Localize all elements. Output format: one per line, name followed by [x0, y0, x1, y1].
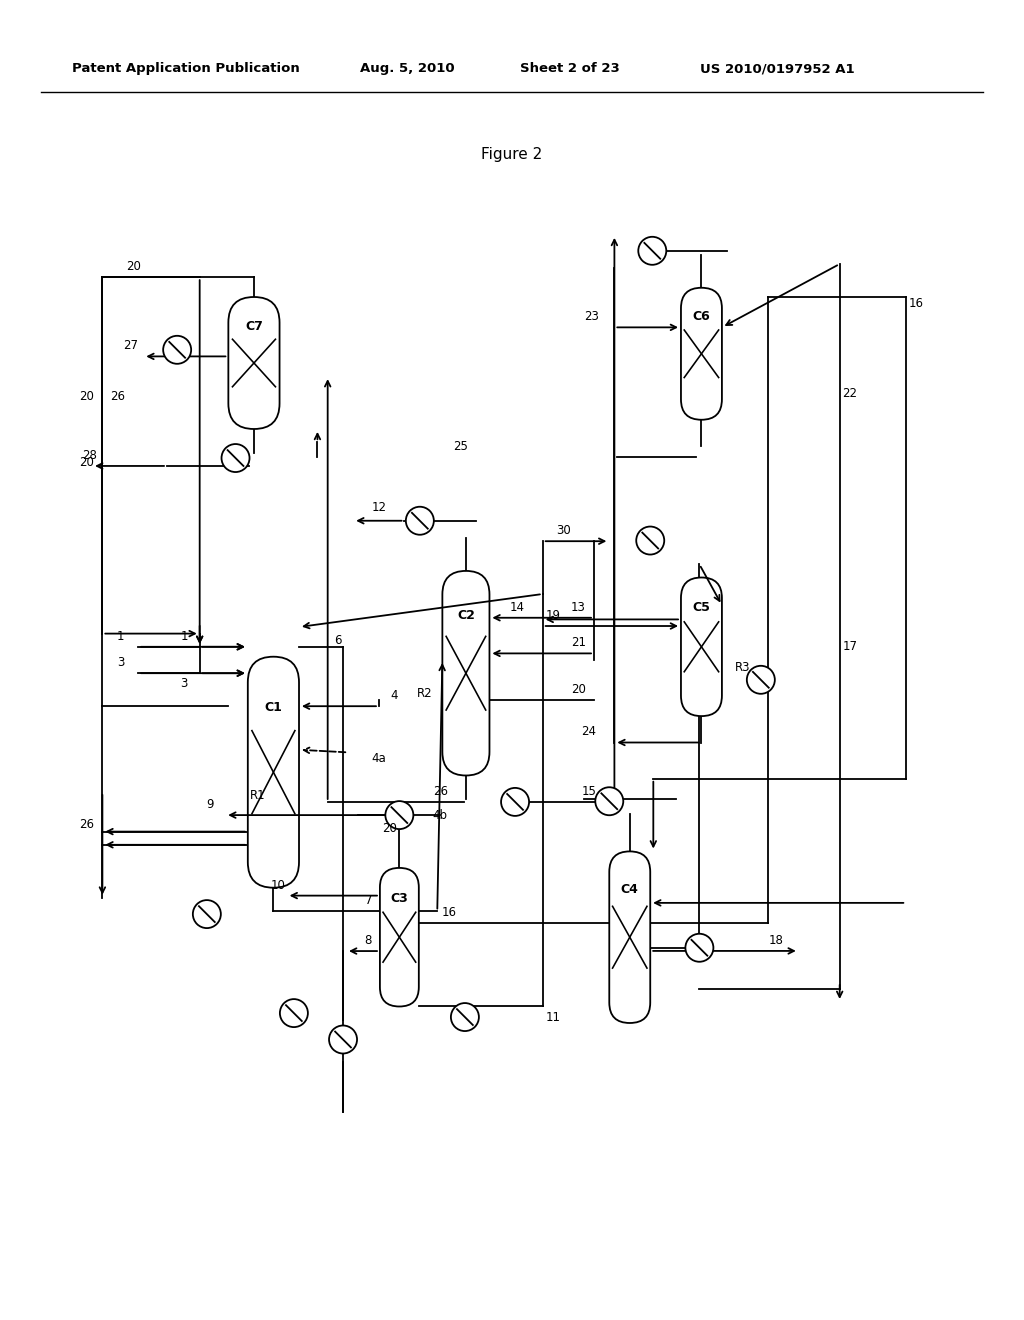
- Circle shape: [280, 999, 308, 1027]
- Text: 17: 17: [843, 640, 857, 653]
- FancyBboxPatch shape: [380, 869, 419, 1006]
- Text: 25: 25: [454, 440, 468, 453]
- Text: 3: 3: [117, 656, 125, 669]
- FancyBboxPatch shape: [248, 656, 299, 887]
- Text: C6: C6: [692, 310, 711, 323]
- Text: Figure 2: Figure 2: [481, 148, 543, 162]
- Text: 11: 11: [546, 1011, 560, 1023]
- Text: 4a: 4a: [372, 752, 386, 766]
- Circle shape: [406, 507, 434, 535]
- Text: 20: 20: [126, 260, 140, 273]
- Text: 3: 3: [180, 677, 188, 690]
- Text: US 2010/0197952 A1: US 2010/0197952 A1: [700, 62, 855, 75]
- Text: 6: 6: [334, 634, 342, 647]
- FancyBboxPatch shape: [681, 288, 722, 420]
- Circle shape: [636, 527, 665, 554]
- Text: C2: C2: [457, 610, 475, 623]
- Text: 26: 26: [433, 785, 447, 797]
- Text: R2: R2: [417, 688, 433, 700]
- FancyBboxPatch shape: [228, 297, 280, 429]
- Circle shape: [746, 665, 775, 694]
- FancyBboxPatch shape: [681, 578, 722, 715]
- Circle shape: [501, 788, 529, 816]
- Circle shape: [193, 900, 221, 928]
- Text: R1: R1: [250, 789, 266, 801]
- Text: 8: 8: [364, 935, 372, 946]
- Text: 9: 9: [206, 799, 214, 810]
- Circle shape: [329, 1026, 357, 1053]
- Text: 23: 23: [585, 310, 599, 323]
- Circle shape: [451, 1003, 479, 1031]
- Text: 10: 10: [271, 879, 286, 891]
- Text: C3: C3: [390, 892, 409, 906]
- Text: 4: 4: [390, 689, 398, 702]
- Text: 21: 21: [571, 636, 586, 649]
- FancyBboxPatch shape: [442, 570, 489, 776]
- Text: C1: C1: [264, 701, 283, 714]
- Text: 1: 1: [117, 630, 125, 643]
- Text: 4b: 4b: [433, 809, 447, 821]
- Text: Patent Application Publication: Patent Application Publication: [72, 62, 300, 75]
- Text: 30: 30: [556, 524, 570, 537]
- Text: 28: 28: [82, 449, 96, 462]
- Text: 13: 13: [571, 601, 586, 614]
- Text: C4: C4: [621, 883, 639, 896]
- Text: 24: 24: [582, 726, 596, 738]
- Circle shape: [385, 801, 414, 829]
- Circle shape: [638, 236, 667, 265]
- Text: 20: 20: [382, 822, 396, 834]
- Text: 18: 18: [769, 933, 783, 946]
- Text: C7: C7: [245, 319, 263, 333]
- Text: Sheet 2 of 23: Sheet 2 of 23: [520, 62, 620, 75]
- Text: 1: 1: [180, 630, 188, 643]
- Text: 22: 22: [843, 387, 857, 400]
- Text: 20: 20: [80, 389, 94, 403]
- Text: 20: 20: [80, 455, 94, 469]
- Circle shape: [685, 933, 714, 962]
- FancyBboxPatch shape: [609, 851, 650, 1023]
- Text: 7: 7: [365, 895, 373, 907]
- Text: Aug. 5, 2010: Aug. 5, 2010: [360, 62, 455, 75]
- Text: 14: 14: [510, 601, 524, 614]
- Text: 16: 16: [909, 297, 924, 310]
- Circle shape: [163, 335, 191, 364]
- Text: 16: 16: [442, 907, 457, 919]
- Text: 12: 12: [372, 502, 386, 513]
- Text: 19: 19: [546, 609, 560, 622]
- Text: R3: R3: [734, 661, 751, 675]
- Text: 15: 15: [582, 785, 596, 797]
- Text: 20: 20: [571, 682, 586, 696]
- Text: 26: 26: [80, 818, 94, 832]
- Circle shape: [221, 444, 250, 473]
- Text: 27: 27: [124, 339, 138, 352]
- Text: 26: 26: [111, 389, 125, 403]
- Text: C5: C5: [692, 602, 711, 615]
- Circle shape: [595, 787, 624, 816]
